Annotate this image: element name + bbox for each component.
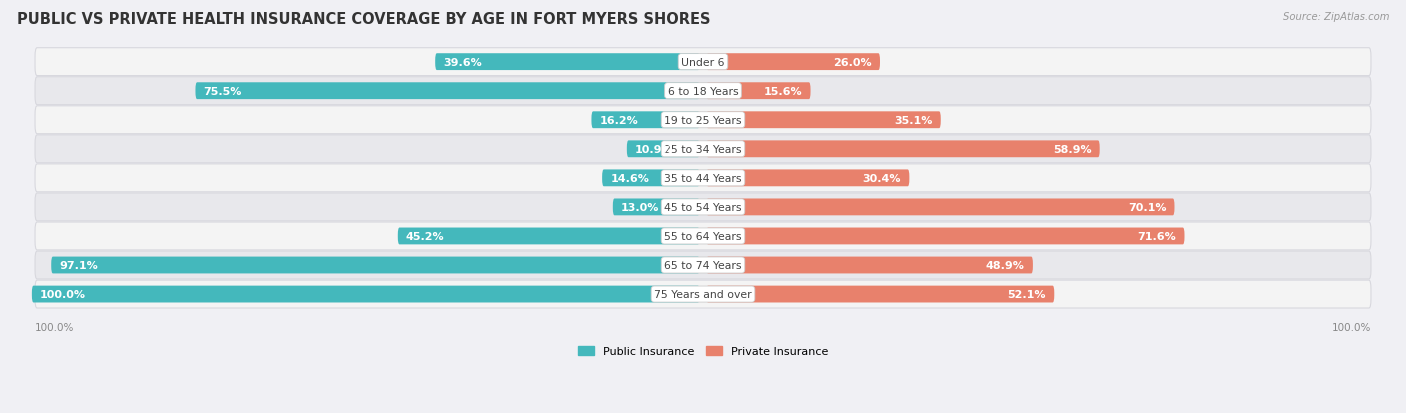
FancyBboxPatch shape	[35, 280, 1371, 308]
Text: 25 to 34 Years: 25 to 34 Years	[664, 145, 742, 154]
Text: 52.1%: 52.1%	[1008, 290, 1046, 299]
Text: 16.2%: 16.2%	[599, 116, 638, 126]
FancyBboxPatch shape	[195, 83, 700, 100]
FancyBboxPatch shape	[51, 257, 700, 274]
Text: 75 Years and over: 75 Years and over	[654, 290, 752, 299]
Text: 100.0%: 100.0%	[35, 323, 75, 332]
Text: 71.6%: 71.6%	[1137, 231, 1177, 241]
FancyBboxPatch shape	[35, 135, 1371, 164]
Text: Under 6: Under 6	[682, 57, 724, 67]
Text: 14.6%: 14.6%	[610, 173, 650, 183]
Text: PUBLIC VS PRIVATE HEALTH INSURANCE COVERAGE BY AGE IN FORT MYERS SHORES: PUBLIC VS PRIVATE HEALTH INSURANCE COVER…	[17, 12, 710, 27]
Text: 15.6%: 15.6%	[763, 86, 803, 97]
Text: 100.0%: 100.0%	[39, 290, 86, 299]
FancyBboxPatch shape	[706, 112, 941, 129]
Legend: Public Insurance, Private Insurance: Public Insurance, Private Insurance	[574, 342, 832, 361]
FancyBboxPatch shape	[706, 141, 1099, 158]
FancyBboxPatch shape	[706, 83, 810, 100]
FancyBboxPatch shape	[35, 164, 1371, 192]
FancyBboxPatch shape	[35, 78, 1371, 105]
FancyBboxPatch shape	[627, 141, 700, 158]
Text: Source: ZipAtlas.com: Source: ZipAtlas.com	[1282, 12, 1389, 22]
FancyBboxPatch shape	[706, 286, 1054, 303]
Text: 58.9%: 58.9%	[1053, 145, 1091, 154]
Text: 26.0%: 26.0%	[834, 57, 872, 67]
Text: 19 to 25 Years: 19 to 25 Years	[664, 116, 742, 126]
FancyBboxPatch shape	[35, 223, 1371, 250]
Text: 45.2%: 45.2%	[406, 231, 444, 241]
Text: 97.1%: 97.1%	[59, 260, 98, 271]
Text: 39.6%: 39.6%	[443, 57, 482, 67]
FancyBboxPatch shape	[32, 286, 700, 303]
FancyBboxPatch shape	[35, 107, 1371, 134]
Text: 75.5%: 75.5%	[204, 86, 242, 97]
Text: 10.9%: 10.9%	[636, 145, 673, 154]
FancyBboxPatch shape	[706, 228, 1184, 245]
Text: 65 to 74 Years: 65 to 74 Years	[664, 260, 742, 271]
Text: 55 to 64 Years: 55 to 64 Years	[664, 231, 742, 241]
Text: 13.0%: 13.0%	[621, 202, 659, 212]
FancyBboxPatch shape	[706, 170, 910, 187]
FancyBboxPatch shape	[436, 54, 700, 71]
Text: 45 to 54 Years: 45 to 54 Years	[664, 202, 742, 212]
FancyBboxPatch shape	[592, 112, 700, 129]
Text: 35.1%: 35.1%	[894, 116, 932, 126]
FancyBboxPatch shape	[35, 49, 1371, 76]
Text: 6 to 18 Years: 6 to 18 Years	[668, 86, 738, 97]
Text: 30.4%: 30.4%	[863, 173, 901, 183]
FancyBboxPatch shape	[613, 199, 700, 216]
FancyBboxPatch shape	[602, 170, 700, 187]
Text: 48.9%: 48.9%	[986, 260, 1025, 271]
FancyBboxPatch shape	[398, 228, 700, 245]
Text: 35 to 44 Years: 35 to 44 Years	[664, 173, 742, 183]
FancyBboxPatch shape	[35, 193, 1371, 221]
Text: 100.0%: 100.0%	[1331, 323, 1371, 332]
FancyBboxPatch shape	[706, 54, 880, 71]
FancyBboxPatch shape	[706, 199, 1174, 216]
Text: 70.1%: 70.1%	[1128, 202, 1167, 212]
FancyBboxPatch shape	[706, 257, 1033, 274]
FancyBboxPatch shape	[35, 252, 1371, 279]
